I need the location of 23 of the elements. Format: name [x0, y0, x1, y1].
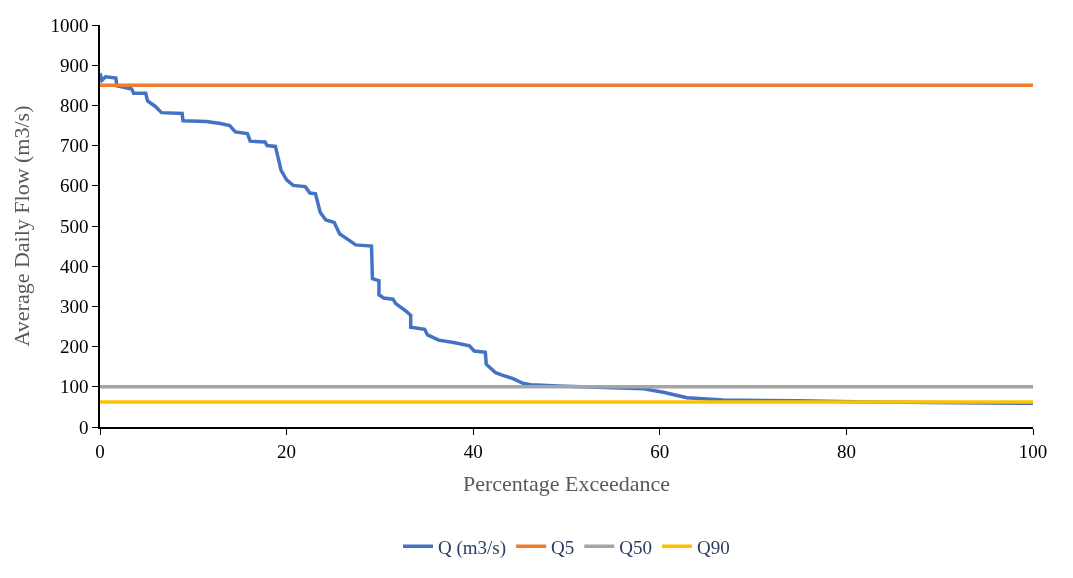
x-tick-label: 60 [650, 440, 670, 462]
x-tick-label: 20 [277, 440, 297, 462]
y-tick-label: 100 [59, 376, 89, 398]
y-tick-label: 1000 [50, 14, 89, 36]
x-axis-title: Percentage Exceedance [462, 470, 671, 496]
y-tick-label: 700 [59, 135, 89, 157]
x-tick-label: 80 [836, 440, 856, 462]
y-tick-label: 600 [59, 175, 89, 197]
y-tick-label: 900 [59, 54, 89, 76]
y-axis-title: Average Daily Flow (m3/s) [8, 105, 34, 347]
x-tick-label: 100 [1018, 440, 1048, 462]
legend-label: Q5 [551, 536, 575, 558]
y-tick-label: 400 [59, 255, 89, 277]
y-tick-label: 200 [59, 336, 89, 358]
x-tick-label: 0 [95, 440, 105, 462]
y-tick-label: 0 [78, 416, 89, 438]
y-tick-label: 800 [59, 95, 89, 117]
y-tick-label: 300 [59, 296, 89, 318]
y-tick-label: 500 [59, 215, 89, 237]
legend-label: Q (m3/s) [438, 536, 507, 559]
x-tick-label: 40 [463, 440, 483, 462]
legend-label: Q90 [697, 536, 730, 558]
legend-label: Q50 [619, 536, 653, 558]
